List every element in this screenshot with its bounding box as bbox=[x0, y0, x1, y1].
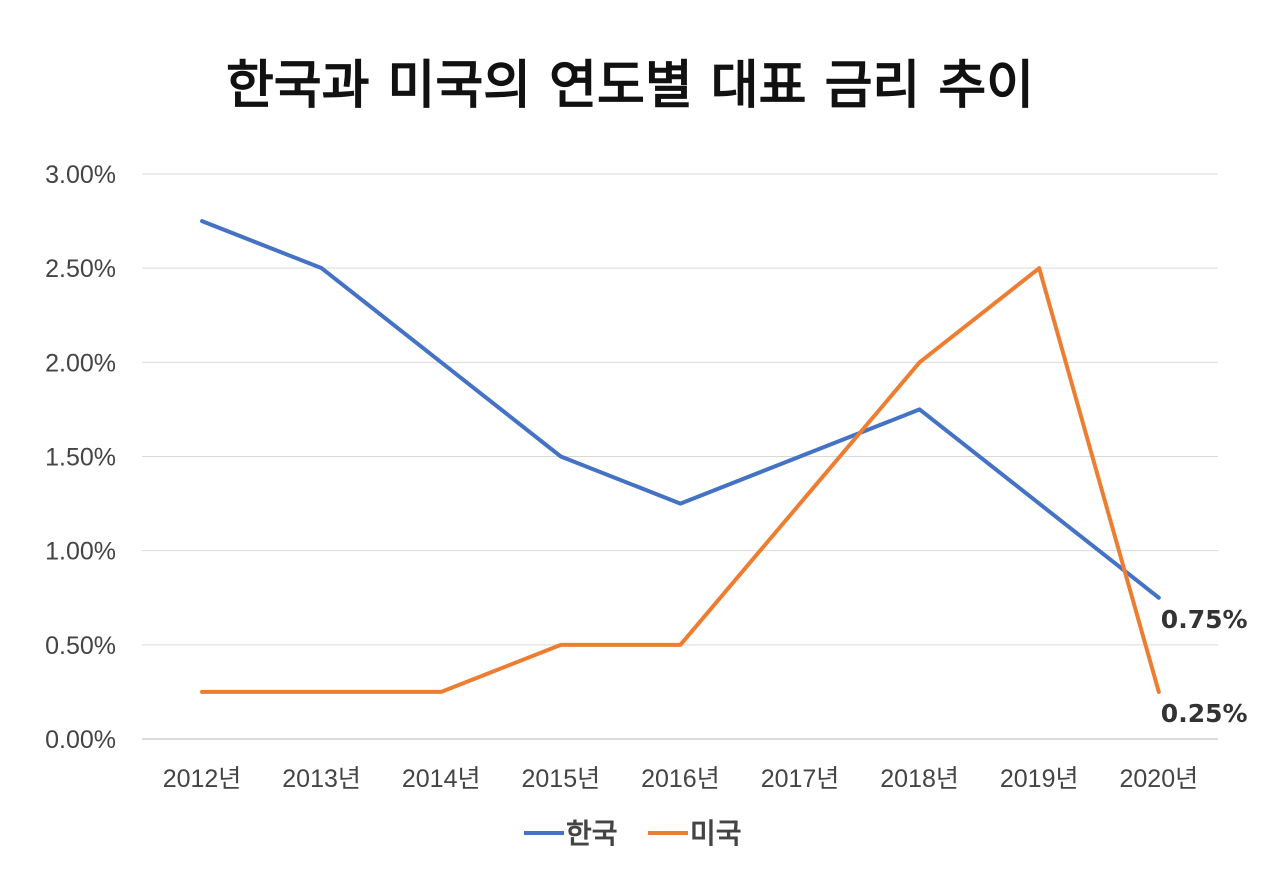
data-labels: 0.75% 0.25% bbox=[1161, 605, 1248, 728]
data-label: 0.75% bbox=[1161, 605, 1248, 634]
chart-title: 한국과 미국의 연도별 대표 금리 추이 bbox=[226, 56, 1034, 116]
legend-label: 한국 bbox=[566, 817, 618, 850]
data-label: 0.25% bbox=[1161, 699, 1248, 728]
x-tick-label: 2018년 bbox=[880, 765, 959, 793]
series-line-korea bbox=[200, 219, 1161, 600]
legend: 한국 미국 bbox=[524, 817, 742, 850]
x-tick-label: 2020년 bbox=[1119, 765, 1198, 793]
series-line-usa bbox=[200, 266, 1161, 694]
y-axis-ticks: 0.00% 0.50% 1.00% 1.50% 2.00% 2.50% 3.00% bbox=[45, 161, 116, 754]
y-tick-label: 3.00% bbox=[45, 161, 116, 189]
y-tick-label: 1.50% bbox=[45, 444, 116, 472]
x-axis-ticks: 2012년 2013년 2014년 2015년 2016년 2017년 2018년 2019년… bbox=[163, 765, 1198, 793]
x-tick-label: 2016년 bbox=[641, 765, 720, 793]
x-tick-label: 2015년 bbox=[521, 765, 600, 793]
x-tick-label: 2013년 bbox=[282, 765, 361, 793]
legend-label: 미국 bbox=[690, 817, 742, 850]
y-tick-label: 0.50% bbox=[45, 632, 116, 660]
x-tick-label: 2019년 bbox=[1000, 765, 1079, 793]
y-tick-label: 0.00% bbox=[45, 726, 116, 754]
gridlines bbox=[142, 173, 1218, 740]
x-tick-label: 2017년 bbox=[761, 765, 840, 793]
y-tick-label: 2.50% bbox=[45, 255, 116, 283]
y-tick-label: 1.00% bbox=[45, 538, 116, 566]
x-tick-label: 2014년 bbox=[402, 765, 481, 793]
x-tick-label: 2012년 bbox=[163, 765, 242, 793]
series-lines bbox=[200, 219, 1161, 694]
y-tick-label: 2.00% bbox=[45, 349, 116, 377]
